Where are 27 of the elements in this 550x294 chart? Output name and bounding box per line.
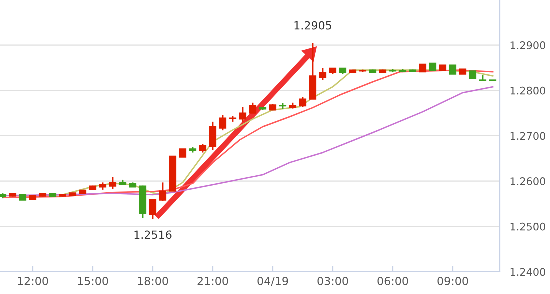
y-tick-label: 1.2900 xyxy=(510,42,546,50)
annotation: 1.2516 xyxy=(134,230,172,240)
x-tick-label: 09:00 xyxy=(438,277,468,286)
y-tick-label: 1.2700 xyxy=(510,132,546,140)
x-tick-label: 06:00 xyxy=(378,277,408,286)
x-tick-label: 15:00 xyxy=(78,277,108,286)
candlestick xyxy=(449,64,457,75)
candlestick xyxy=(159,182,167,202)
candlestick xyxy=(249,102,257,114)
y-tick-label: 1.2600 xyxy=(510,178,546,186)
y-tick-label: 1.2800 xyxy=(510,86,546,95)
candlestick xyxy=(299,96,307,108)
y-tick-label: 1.2500 xyxy=(510,222,546,231)
candlestick xyxy=(219,114,227,132)
x-tick-label: 21:00 xyxy=(198,277,228,286)
annotation: 1.2905 xyxy=(294,21,332,30)
candlestick xyxy=(209,121,217,152)
candlestick xyxy=(109,176,117,190)
x-tick-label: 18:00 xyxy=(138,277,168,286)
candlestick xyxy=(309,42,317,100)
candlestick xyxy=(239,106,247,123)
y-tick-label: 1.2400 xyxy=(510,268,546,276)
x-tick-label: 04/19 xyxy=(258,277,288,286)
candlestick xyxy=(319,68,327,81)
candlestick xyxy=(149,199,157,220)
x-tick-label: 12:00 xyxy=(18,277,48,286)
x-tick-label: 03:00 xyxy=(318,277,348,286)
